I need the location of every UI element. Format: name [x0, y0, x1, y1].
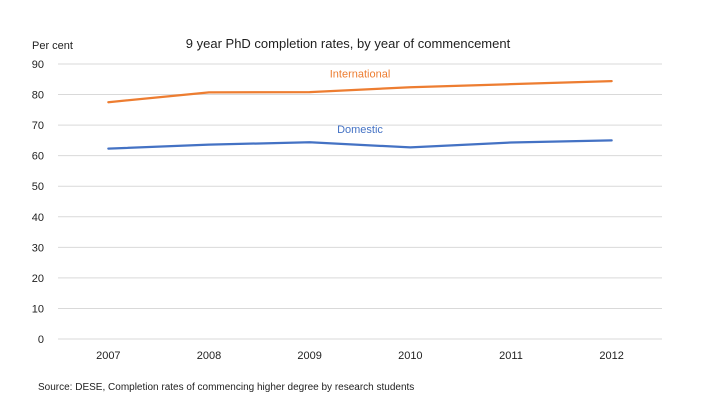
series-line-international [107, 79, 613, 104]
series-labels: International Domestic [330, 69, 391, 136]
x-tick-label: 2010 [398, 350, 422, 362]
source-note: Source: DESE, Completion rates of commen… [38, 382, 414, 393]
x-tick-label: 2008 [197, 350, 221, 362]
y-tick-label: 80 [32, 90, 44, 102]
x-tick-label: 2011 [499, 350, 523, 362]
x-tick-label: 2007 [96, 350, 120, 362]
x-axis-ticks: 2007 2008 2009 2010 2011 2012 [96, 350, 624, 362]
y-tick-label: 40 [32, 212, 44, 224]
series-lines [107, 79, 613, 150]
y-tick-label: 0 [38, 334, 44, 346]
y-axis-unit-label: Per cent [32, 40, 73, 52]
y-tick-label: 30 [32, 242, 44, 254]
x-tick-label: 2009 [297, 350, 321, 362]
y-tick-label: 70 [32, 120, 44, 132]
y-tick-label: 50 [32, 181, 44, 193]
y-tick-label: 90 [32, 59, 44, 71]
y-axis-ticks: 0 10 20 30 40 50 60 70 80 90 [32, 59, 44, 346]
gridlines [58, 63, 662, 340]
series-line-domestic [107, 139, 613, 150]
y-tick-label: 10 [32, 303, 44, 315]
series-label-international: International [330, 69, 391, 81]
y-tick-label: 20 [32, 273, 44, 285]
series-label-domestic: Domestic [337, 124, 383, 136]
y-tick-label: 60 [32, 151, 44, 163]
x-tick-label: 2012 [599, 350, 623, 362]
chart-title: 9 year PhD completion rates, by year of … [186, 36, 511, 51]
